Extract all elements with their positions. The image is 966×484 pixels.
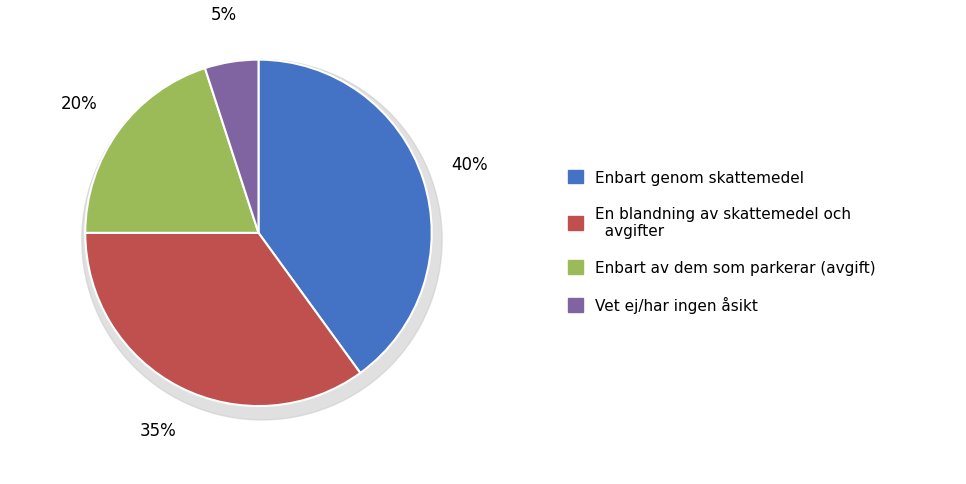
- Text: 40%: 40%: [451, 156, 488, 174]
- Wedge shape: [205, 60, 259, 233]
- Wedge shape: [259, 60, 432, 373]
- Wedge shape: [85, 69, 259, 233]
- Text: 5%: 5%: [211, 6, 237, 24]
- Text: 35%: 35%: [139, 422, 176, 439]
- Ellipse shape: [82, 60, 442, 420]
- Legend: Enbart genom skattemedel, En blandning av skattemedel och
  avgifter, Enbart av : Enbart genom skattemedel, En blandning a…: [568, 170, 876, 314]
- Wedge shape: [85, 233, 360, 406]
- Text: 20%: 20%: [61, 94, 98, 112]
